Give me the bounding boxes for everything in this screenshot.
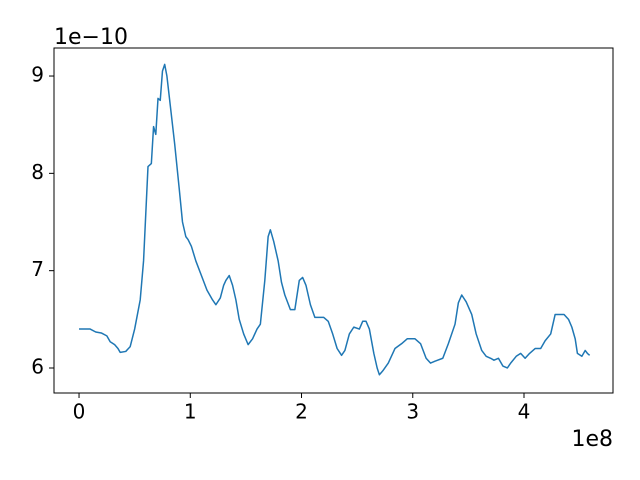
x-tick-label: 1 — [184, 400, 197, 424]
x-tick-label: 4 — [518, 400, 531, 424]
x-tick-label: 2 — [295, 400, 308, 424]
x-offset-label: 1e8 — [571, 427, 613, 452]
data-line — [79, 63, 591, 376]
x-tick-label: 3 — [406, 400, 419, 424]
y-tick-label: 7 — [31, 257, 44, 281]
plot-frame — [53, 47, 614, 394]
y-tick-label: 8 — [31, 160, 44, 184]
y-tick-label: 9 — [31, 63, 44, 87]
y-tick-label: 6 — [31, 354, 44, 378]
x-tick-label: 0 — [73, 400, 86, 424]
y-offset-label: 1e−10 — [54, 25, 128, 50]
